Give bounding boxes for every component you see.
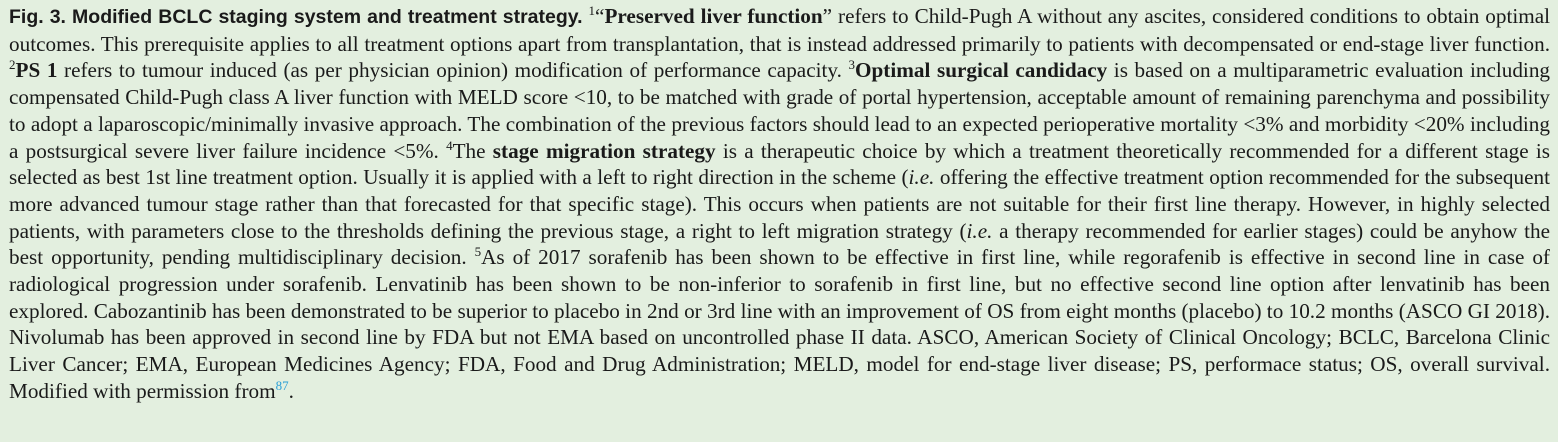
caption-text: offering the effective treatment option …	[9, 165, 1550, 243]
italic-ie: i.e.	[966, 218, 993, 243]
caption-text: is a therapeutic choice by which a treat…	[9, 138, 1550, 190]
reference-link[interactable]: 87	[275, 377, 289, 393]
term-preserved-liver-function: Preserved liver function	[604, 4, 823, 28]
italic-ie: i.e.	[908, 165, 935, 190]
footnote-marker-5: 5	[474, 244, 482, 260]
term-stage-migration-strategy: stage migration strategy	[492, 138, 716, 163]
footnote-marker-1: 1	[588, 3, 596, 18]
footnote-marker-4: 4	[446, 137, 453, 153]
caption-text: a therapy recommended for earlier stages…	[9, 218, 1550, 270]
caption-text: The	[452, 138, 493, 163]
caption-text: ” refers to Child-Pugh A without any asc…	[9, 4, 1551, 56]
figure-title: Fig. 3. Modified BCLC staging system and…	[9, 6, 583, 28]
caption-text: “	[595, 4, 605, 28]
term-ps1: PS 1	[15, 58, 58, 83]
caption-text: As of 2017 sorafenib has been shown to b…	[9, 245, 1550, 403]
caption-text: refers to tumour induced (as per physici…	[57, 58, 849, 83]
caption-text: is based on a multiparametric evaluation…	[9, 58, 1551, 163]
caption-end: .	[288, 378, 294, 403]
footnote-marker-2: 2	[9, 57, 16, 73]
footnote-marker-3: 3	[848, 57, 856, 73]
term-optimal-surgical-candidacy: Optimal surgical candidacy	[855, 58, 1108, 83]
